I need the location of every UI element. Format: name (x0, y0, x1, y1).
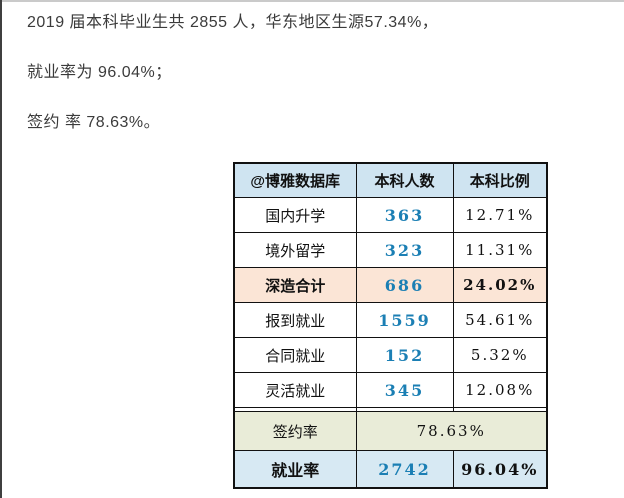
table-row-domestic-study: 国内升学 363 12.71% (233, 197, 548, 233)
table-row-employment-rate: 就业率 2742 96.04% (233, 450, 548, 489)
employment-stats-table: @博雅数据库 本科人数 本科比例 国内升学 363 12.71% 境外留学 32… (233, 162, 548, 489)
row-count: 152 (355, 337, 454, 373)
table-row-overseas-study: 境外留学 323 11.31% (233, 232, 548, 268)
row-label: 国内升学 (233, 197, 357, 233)
table-row-flexible-employment: 灵活就业 345 12.08% (233, 372, 548, 408)
header-count: 本科人数 (355, 162, 454, 198)
row-ratio: 12.08% (452, 372, 548, 408)
row-count: 1559 (355, 302, 454, 338)
article-content: 2019 届本科毕业生共 2855 人，华东地区生源57.34%， 就业率为 9… (27, 12, 548, 489)
row-count: 686 (355, 267, 454, 303)
stats-table-wrapper: @博雅数据库 本科人数 本科比例 国内升学 363 12.71% 境外留学 32… (233, 162, 548, 489)
table-row-reported-employment: 报到就业 1559 54.61% (233, 302, 548, 338)
row-count: 323 (355, 232, 454, 268)
row-label: 报到就业 (233, 302, 357, 338)
intro-line-2: 就业率为 96.04%； (27, 64, 172, 81)
row-ratio: 54.61% (452, 302, 548, 338)
header-ratio: 本科比例 (452, 162, 548, 198)
row-count: 345 (355, 372, 454, 408)
table-row-further-study-total: 深造合计 686 24.02% (233, 267, 548, 303)
row-label: 就业率 (233, 450, 357, 489)
row-label: 境外留学 (233, 232, 357, 268)
window-left-edge (0, 0, 2, 498)
row-ratio: 11.31% (452, 232, 548, 268)
row-label: 灵活就业 (233, 372, 357, 408)
row-ratio: 96.04% (452, 450, 548, 489)
intro-line-3: 签约 率 78.63%。 (27, 114, 161, 131)
row-count: 363 (355, 197, 454, 233)
row-label: 签约率 (233, 411, 357, 451)
window-top-edge (0, 0, 624, 2)
intro-paragraphs: 2019 届本科毕业生共 2855 人，华东地区生源57.34%， 就业率为 9… (27, 12, 548, 134)
table-row-sign-rate: 签约率 78.63% (233, 411, 548, 451)
row-label: 深造合计 (233, 267, 357, 303)
intro-line-1: 2019 届本科毕业生共 2855 人，华东地区生源57.34%， (27, 14, 439, 31)
sign-rate-value: 78.63% (355, 411, 548, 451)
row-ratio: 24.02% (452, 267, 548, 303)
header-source: @博雅数据库 (233, 162, 357, 198)
table-header-row: @博雅数据库 本科人数 本科比例 (233, 162, 548, 198)
row-count: 2742 (355, 450, 454, 489)
table-row-contract-employment: 合同就业 152 5.32% (233, 337, 548, 373)
row-ratio: 12.71% (452, 197, 548, 233)
row-ratio: 5.32% (452, 337, 548, 373)
row-label: 合同就业 (233, 337, 357, 373)
